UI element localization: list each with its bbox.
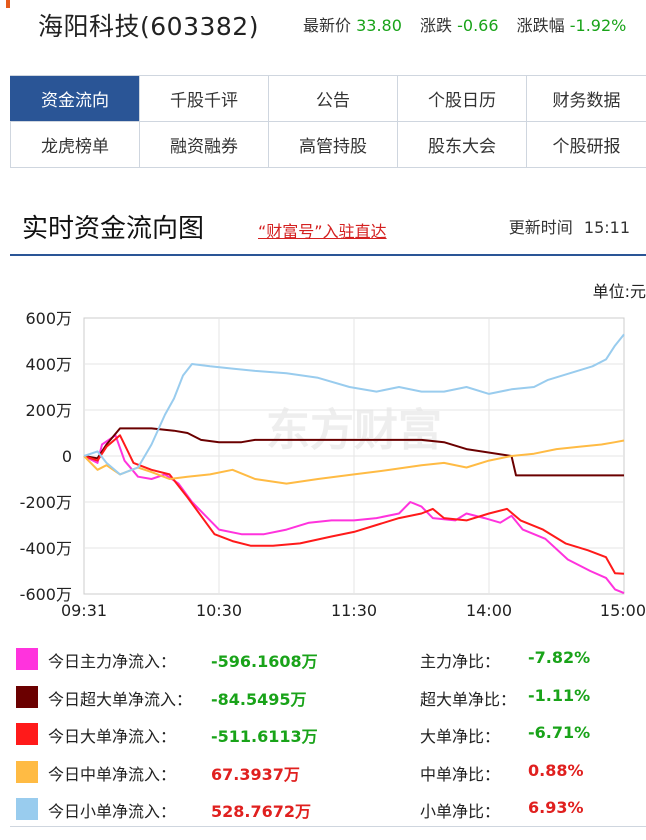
y-tick-label: 200万 bbox=[25, 401, 72, 420]
change-label: 涨跌 bbox=[420, 16, 453, 35]
legend-ratio-value: -1.11% bbox=[528, 685, 591, 705]
legend-swatch bbox=[16, 685, 38, 708]
tab-stock-calendar[interactable]: 个股日历 bbox=[397, 76, 526, 121]
y-tick-label: 600万 bbox=[25, 309, 72, 328]
legend-ratio-label: 主力净比： bbox=[420, 652, 501, 671]
section-header: 实时资金流向图 “财富号”入驻直达 更新时间 15:11 bbox=[10, 200, 646, 256]
stock-header: 海阳科技(603382) 最新价 33.80 涨跌 -0.66 涨跌幅 -1.9… bbox=[0, 0, 646, 46]
legend-ratio-value: 6.93% bbox=[528, 798, 584, 817]
pct-label: 涨跌幅 bbox=[516, 16, 565, 35]
stock-title: 海阳科技(603382) bbox=[38, 12, 259, 41]
x-tick-label: 10:30 bbox=[196, 601, 242, 620]
x-tick-label: 11:30 bbox=[331, 601, 377, 620]
legend-swatch bbox=[16, 648, 38, 670]
tab-row-1: 资金流向 千股千评 公告 个股日历 财务数据 bbox=[10, 76, 646, 122]
legend-row: 今日主力净流入： -596.1608万 主力净比： -7.82% bbox=[0, 648, 646, 672]
legend-row: 今日大单净流入： -511.6113万 大单净比： -6.71% bbox=[0, 723, 646, 747]
tab-stock-reviews[interactable]: 千股千评 bbox=[139, 76, 268, 121]
tab-announcements[interactable]: 公告 bbox=[268, 76, 397, 121]
legend-flow-label: 今日超大单净流入： bbox=[48, 689, 193, 709]
tab-shareholder-meeting[interactable]: 股东大会 bbox=[397, 122, 526, 167]
x-tick-label: 14:00 bbox=[466, 601, 512, 620]
legend-ratio-value: 0.88% bbox=[528, 760, 584, 780]
change-value: -0.66 bbox=[457, 16, 499, 35]
header-accent-mark bbox=[6, 0, 10, 8]
caifuhao-link[interactable]: “财富号”入驻直达 bbox=[258, 222, 387, 241]
legend-ratio-label: 超大单净比： bbox=[420, 689, 517, 709]
tab-margin-trading[interactable]: 融资融券 bbox=[139, 122, 268, 167]
series-line bbox=[83, 439, 625, 485]
legend-flow-label: 今日主力净流入： bbox=[48, 652, 177, 671]
y-tick-label: -200万 bbox=[20, 493, 72, 512]
x-tick-label: 09:31 bbox=[61, 601, 107, 620]
legend-flow-label: 今日大单净流入： bbox=[48, 727, 177, 746]
legend-row: 今日小单净流入： 528.7672万 小单净比： 6.93% bbox=[0, 798, 646, 822]
y-tick-label: 400万 bbox=[25, 355, 72, 374]
update-time-label: 更新时间 bbox=[508, 218, 573, 237]
legend-row: 今日超大单净流入： -84.5495万 超大单净比： -1.11% bbox=[0, 685, 646, 710]
legend-ratio-label: 大单净比： bbox=[420, 727, 501, 746]
price-label: 最新价 bbox=[303, 16, 352, 35]
legend-swatch bbox=[16, 760, 38, 783]
legend-ratio-label: 小单净比： bbox=[420, 802, 501, 821]
tab-fund-flow[interactable]: 资金流向 bbox=[10, 76, 139, 121]
legend-flow-label: 今日中单净流入： bbox=[48, 764, 177, 784]
legend-flow-label: 今日小单净流入： bbox=[48, 802, 177, 821]
pct-value: -1.92% bbox=[569, 16, 627, 35]
legend-flow-value: -511.6113万 bbox=[211, 727, 318, 746]
update-time-value: 15:11 bbox=[583, 218, 630, 237]
series-line bbox=[83, 434, 625, 595]
series-line bbox=[83, 333, 625, 476]
nav-tabs: 资金流向 千股千评 公告 个股日历 财务数据 龙虎榜单 融资融券 高管持股 股东… bbox=[10, 75, 646, 168]
legend-swatch bbox=[16, 723, 38, 745]
tab-row-2: 龙虎榜单 融资融券 高管持股 股东大会 个股研报 bbox=[10, 122, 646, 168]
price-value: 33.80 bbox=[356, 16, 402, 35]
tab-dragon-tiger[interactable]: 龙虎榜单 bbox=[10, 122, 139, 167]
legend-flow-value: 528.7672万 bbox=[211, 802, 312, 821]
y-tick-label: -400万 bbox=[20, 539, 72, 558]
legend-ratio-value: -7.82% bbox=[528, 648, 591, 667]
section-title: 实时资金流向图 bbox=[22, 214, 205, 244]
series-line bbox=[83, 427, 624, 477]
legend-flow-value: 67.3937万 bbox=[211, 764, 300, 784]
unit-label: 单位:元 bbox=[592, 282, 646, 301]
legend-swatch bbox=[16, 798, 38, 820]
tab-research-reports[interactable]: 个股研报 bbox=[526, 122, 646, 167]
update-time: 更新时间 15:11 bbox=[509, 214, 630, 238]
legend-ratio-label: 中单净比： bbox=[420, 764, 501, 784]
y-tick-label: -600万 bbox=[20, 585, 72, 604]
tab-financial-data[interactable]: 财务数据 bbox=[526, 76, 646, 121]
bottom-divider bbox=[10, 826, 646, 827]
series-line bbox=[83, 434, 625, 575]
x-tick-label: 15:00 bbox=[600, 601, 646, 620]
y-tick-label: 0 bbox=[62, 447, 72, 466]
legend-row: 今日中单净流入： 67.3937万 中单净比： 0.88% bbox=[0, 760, 646, 785]
legend-flow-value: -84.5495万 bbox=[211, 689, 307, 709]
legend-ratio-value: -6.71% bbox=[528, 723, 591, 742]
tab-executive-holdings[interactable]: 高管持股 bbox=[268, 122, 397, 167]
quote-bar: 最新价 33.80 涨跌 -0.66 涨跌幅 -1.92% bbox=[303, 12, 626, 36]
legend-flow-value: -596.1608万 bbox=[211, 652, 318, 671]
